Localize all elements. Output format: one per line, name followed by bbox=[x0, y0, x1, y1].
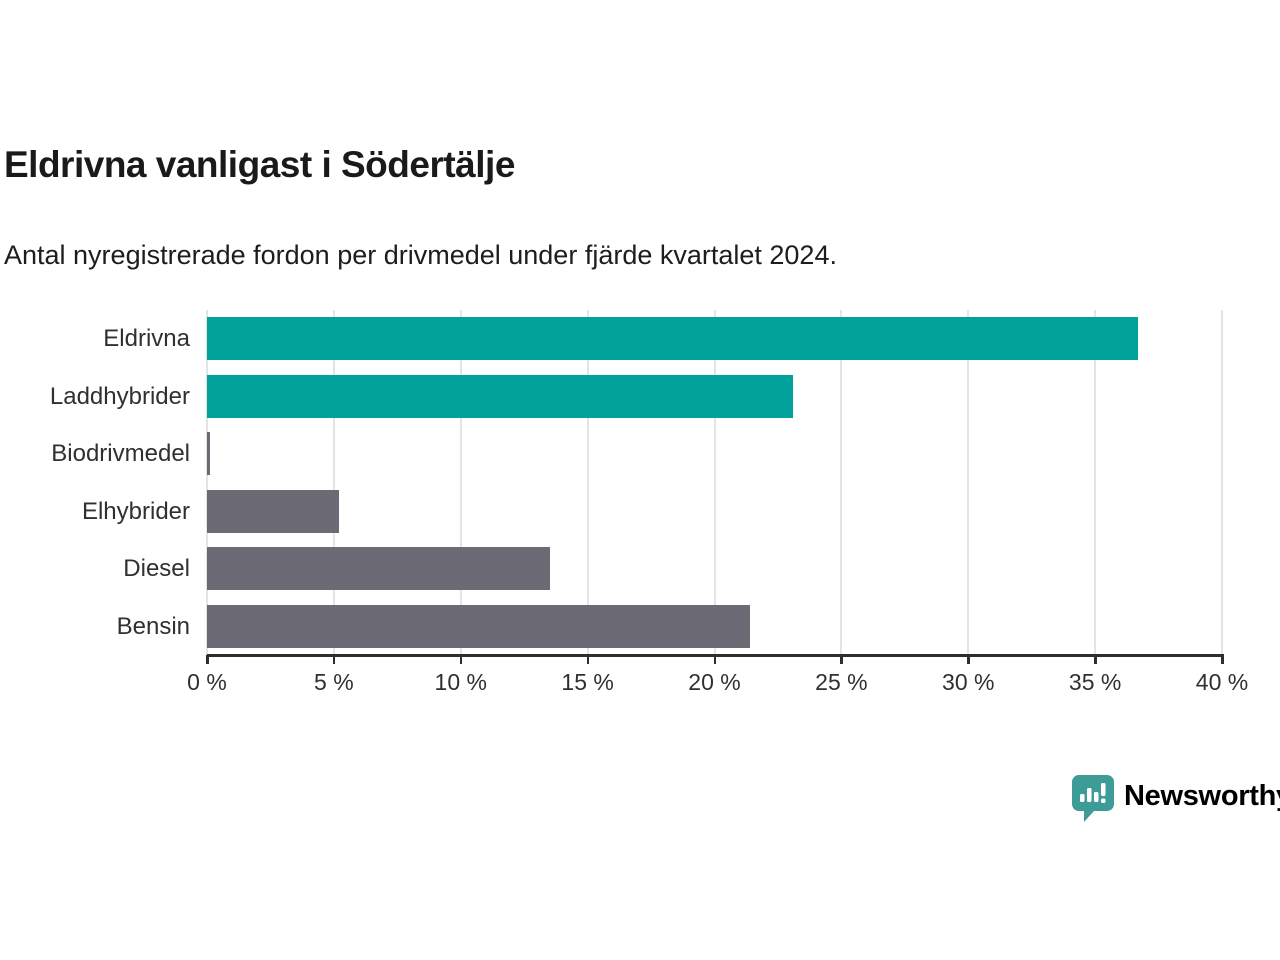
bar-biodrivmedel bbox=[207, 432, 210, 476]
tick-label-30: 30 % bbox=[942, 669, 995, 695]
tick-mark-10 bbox=[459, 655, 463, 664]
gridline-5 bbox=[332, 310, 335, 655]
tick-label-15: 15 % bbox=[561, 669, 614, 695]
category-label-bensin: Bensin bbox=[116, 612, 190, 640]
gridline-25 bbox=[840, 310, 843, 655]
category-label-laddhybrider: Laddhybrider bbox=[49, 382, 190, 410]
newsworthy-logo: Newsworthy bbox=[1071, 774, 1280, 824]
tick-mark-15 bbox=[586, 655, 590, 664]
chart-title: Eldrivna vanligast i Södertälje bbox=[4, 144, 515, 185]
category-label-elhybrider: Elhybrider bbox=[81, 497, 190, 525]
bar-laddhybrider bbox=[207, 374, 794, 418]
plot-area bbox=[206, 310, 1224, 664]
tick-mark-5 bbox=[332, 655, 336, 664]
tick-mark-25 bbox=[840, 655, 843, 664]
speech-bubble-shape bbox=[1072, 775, 1114, 822]
category-label-diesel: Diesel bbox=[123, 555, 190, 582]
gridline-35 bbox=[1094, 310, 1097, 655]
tick-mark-20 bbox=[713, 655, 716, 664]
bar-bensin bbox=[207, 604, 751, 648]
gridline-0 bbox=[206, 310, 208, 655]
tick-label-5: 5 % bbox=[314, 669, 354, 695]
gridline-15 bbox=[586, 310, 589, 655]
tick-label-25: 25 % bbox=[815, 669, 868, 695]
tick-label-35: 35 % bbox=[1068, 669, 1122, 695]
tick-mark-30 bbox=[967, 655, 970, 664]
tick-label-40: 40 % bbox=[1195, 669, 1249, 695]
tick-label-20: 20 % bbox=[688, 669, 741, 695]
tick-mark-35 bbox=[1094, 655, 1097, 664]
bar-diesel bbox=[207, 547, 550, 591]
newsworthy-bubble-icon bbox=[1072, 775, 1114, 822]
category-label-eldrivna: Eldrivna bbox=[103, 325, 190, 352]
gridline-10 bbox=[459, 310, 462, 655]
bar-eldrivna bbox=[207, 317, 1139, 361]
category-label-biodrivmedel: Biodrivmedel bbox=[51, 440, 190, 467]
chart-subtitle: Antal nyregistrerade fordon per drivmede… bbox=[4, 240, 837, 270]
tick-mark-40 bbox=[1221, 655, 1224, 664]
x-axis-tick-labels: 0 % 5 % 10 % 15 % 20 % 25 % 30 % 35 % 40 % bbox=[187, 669, 1248, 699]
tick-mark-0 bbox=[206, 655, 209, 664]
tick-label-10: 10 % bbox=[434, 669, 487, 695]
gridline-40 bbox=[1221, 310, 1223, 655]
gridline-30 bbox=[967, 310, 970, 655]
bar-elhybrider bbox=[207, 489, 339, 533]
newsworthy-logo-text: Newsworthy bbox=[1124, 779, 1280, 812]
tick-label-0: 0 % bbox=[187, 669, 227, 695]
gridline-20 bbox=[713, 310, 716, 655]
category-labels-column: Eldrivna Laddhybrider Biodrivmedel Elhybrid… bbox=[0, 310, 190, 655]
x-axis-line bbox=[207, 654, 1224, 657]
